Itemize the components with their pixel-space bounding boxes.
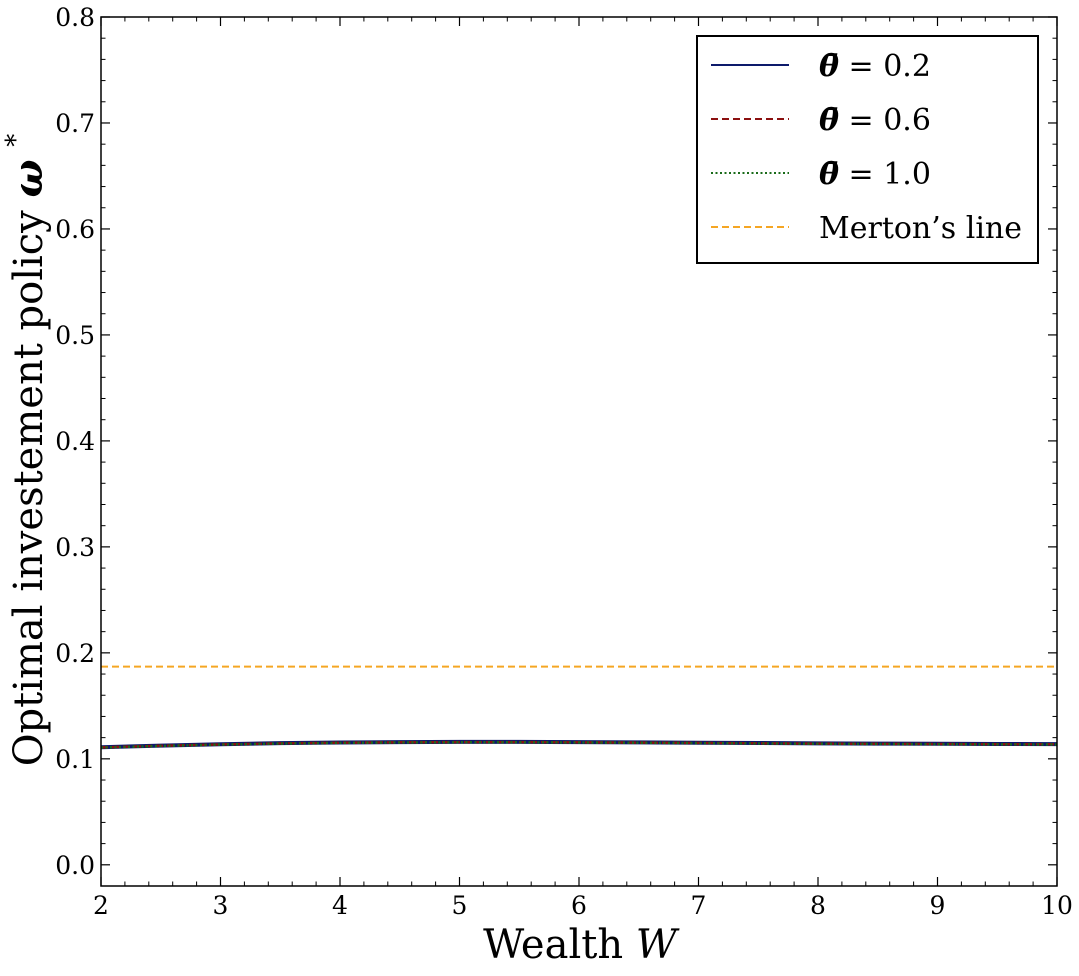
y-tick-label-0: 0.0 <box>55 851 95 880</box>
y-tick-label-6: 0.6 <box>55 215 95 244</box>
legend-label-3: Merton’s line <box>819 211 1022 246</box>
y-tick-label-1: 0.1 <box>55 745 95 774</box>
legend-label-value-2: = 1.0 <box>839 157 931 192</box>
x-tick-label-1: 3 <box>213 891 229 920</box>
x-axis-title: Wealth W <box>483 922 680 968</box>
legend-label-variable-0: θ̄ <box>819 49 839 84</box>
x-tick-label-8: 10 <box>1041 891 1073 920</box>
legend-label-value-1: = 0.6 <box>839 103 931 138</box>
legend-label-0: θ̄ = 0.2 <box>819 49 931 84</box>
x-tick-label-2: 4 <box>332 891 348 920</box>
x-tick-label-5: 7 <box>691 891 707 920</box>
y-tick-label-3: 0.3 <box>55 533 95 562</box>
x-tick-label-7: 9 <box>930 891 946 920</box>
y-tick-label-7: 0.7 <box>55 109 95 138</box>
legend-label-1: θ̄ = 0.6 <box>819 103 931 138</box>
y-axis-title-text: Optimal investement policy <box>6 210 52 766</box>
data-layer <box>100 665 1058 750</box>
x-axis-title-text: Wealth <box>483 922 623 968</box>
x-tick-label-4: 6 <box>571 891 587 920</box>
y-axis-title: Optimal investement policy ω * <box>1 134 52 767</box>
x-tick-label-3: 5 <box>452 891 468 920</box>
legend-label-2: θ̄ = 1.0 <box>819 157 931 192</box>
y-axis-title-superscript: * <box>1 134 31 147</box>
legend-label-value-0: = 0.2 <box>839 49 931 84</box>
legend-box <box>696 35 1039 264</box>
x-tick-label-0: 2 <box>93 891 109 920</box>
legend-label-variable-1: θ̄ <box>819 103 839 138</box>
series-line-2 <box>100 741 1058 749</box>
y-tick-label-2: 0.2 <box>55 639 95 668</box>
y-tick-label-8: 0.8 <box>55 3 95 32</box>
y-tick-label-4: 0.4 <box>55 427 95 456</box>
y-axis-title-variable: ω <box>5 159 52 197</box>
axes-layer: 2 3 4 5 6 7 8 9 10 0.0 0.1 0.2 0.3 0.4 0.5 0.6 0.7 0.8 <box>55 3 1073 920</box>
legend-label-variable-2: θ̄ <box>819 157 839 192</box>
y-tick-label-5: 0.5 <box>55 321 95 350</box>
x-axis-title-variable: W <box>636 922 680 968</box>
x-tick-label-6: 8 <box>810 891 826 920</box>
